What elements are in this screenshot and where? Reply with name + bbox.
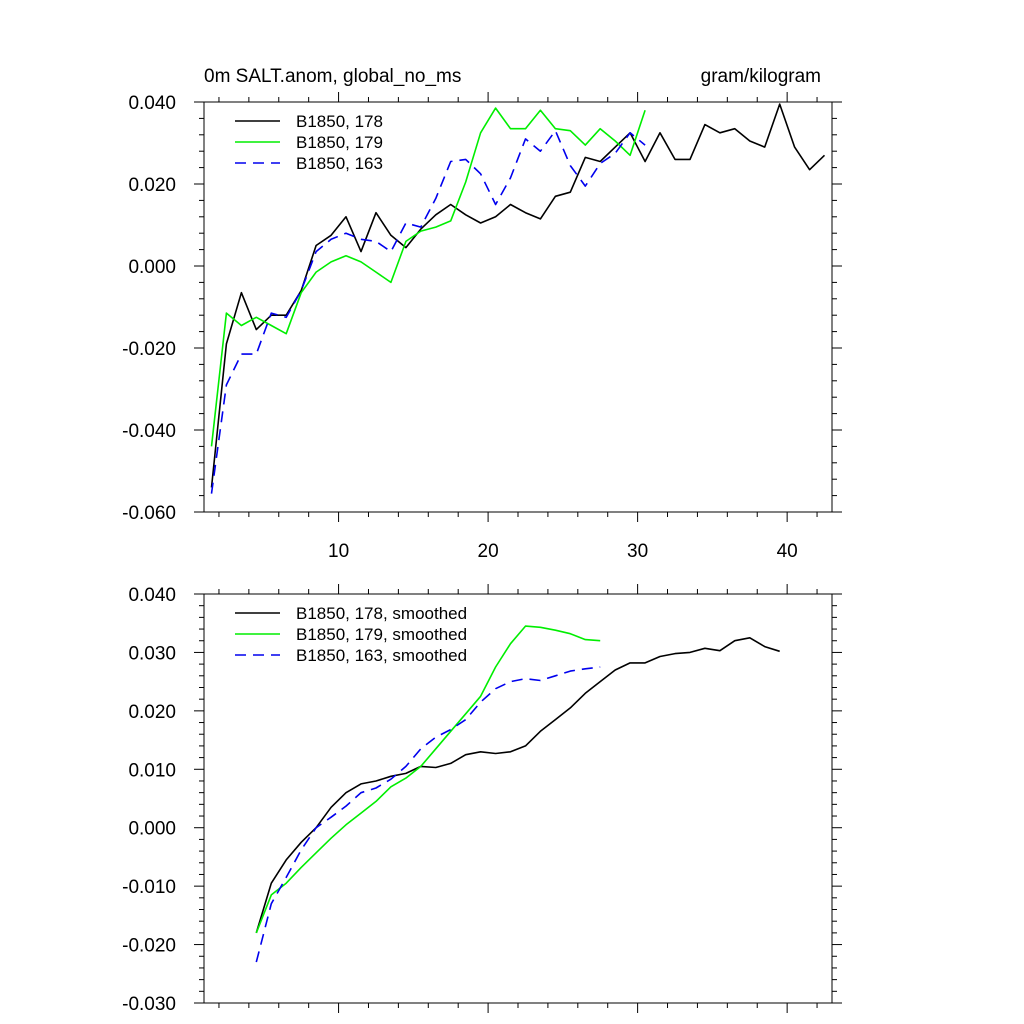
- x-tick-label: 40: [777, 541, 798, 562]
- x-tick-label: 10: [328, 541, 349, 562]
- units-label: gram/kilogram: [701, 66, 821, 87]
- legend-label: B1850, 178: [296, 112, 383, 131]
- y-tick-label: 0.040: [128, 585, 176, 606]
- y-tick-label: 0.030: [128, 643, 176, 664]
- y-tick-label: 0.020: [128, 702, 176, 723]
- y-tick-label: -0.030: [122, 994, 176, 1015]
- chart-title: 0m SALT.anom, global_no_ms: [204, 66, 461, 87]
- x-tick-label: 20: [478, 541, 499, 562]
- series-line-2: [210, 107, 646, 447]
- y-tick-label: -0.020: [122, 339, 176, 360]
- panel-bottom-smoothed: -0.030 -0.020 -0.010 0.000 0.010 0.020 0.030 0.…: [122, 584, 842, 1015]
- y-tick-label: -0.010: [122, 877, 176, 898]
- y-tick-label: 0.040: [128, 93, 176, 114]
- y-tick-label: 0.010: [128, 760, 176, 781]
- legend-label: B1850, 179, smoothed: [296, 625, 467, 644]
- panel-top-raw: -0.060 -0.040 -0.020 0.000 0.020 0.040 10 20 30 4…: [122, 66, 842, 562]
- series-line-1: [255, 636, 780, 934]
- series-line-3: [210, 129, 646, 494]
- x-tick-label: 30: [627, 541, 648, 562]
- series-line-1: [210, 103, 826, 488]
- legend-label: B1850, 178, smoothed: [296, 604, 467, 623]
- legend-label: B1850, 163: [296, 154, 383, 173]
- y-tick-label: -0.040: [122, 421, 176, 442]
- y-tick-label: 0.020: [128, 175, 176, 196]
- y-tick-label: -0.060: [122, 503, 176, 524]
- y-tick-label: 0.000: [128, 819, 176, 840]
- series-line-2: [255, 625, 601, 934]
- y-tick-label: 0.000: [128, 257, 176, 278]
- legend-label: B1850, 163, smoothed: [296, 646, 467, 665]
- y-tick-label: -0.020: [122, 936, 176, 957]
- legend-label: B1850, 179: [296, 133, 383, 152]
- series-line-3: [255, 666, 601, 963]
